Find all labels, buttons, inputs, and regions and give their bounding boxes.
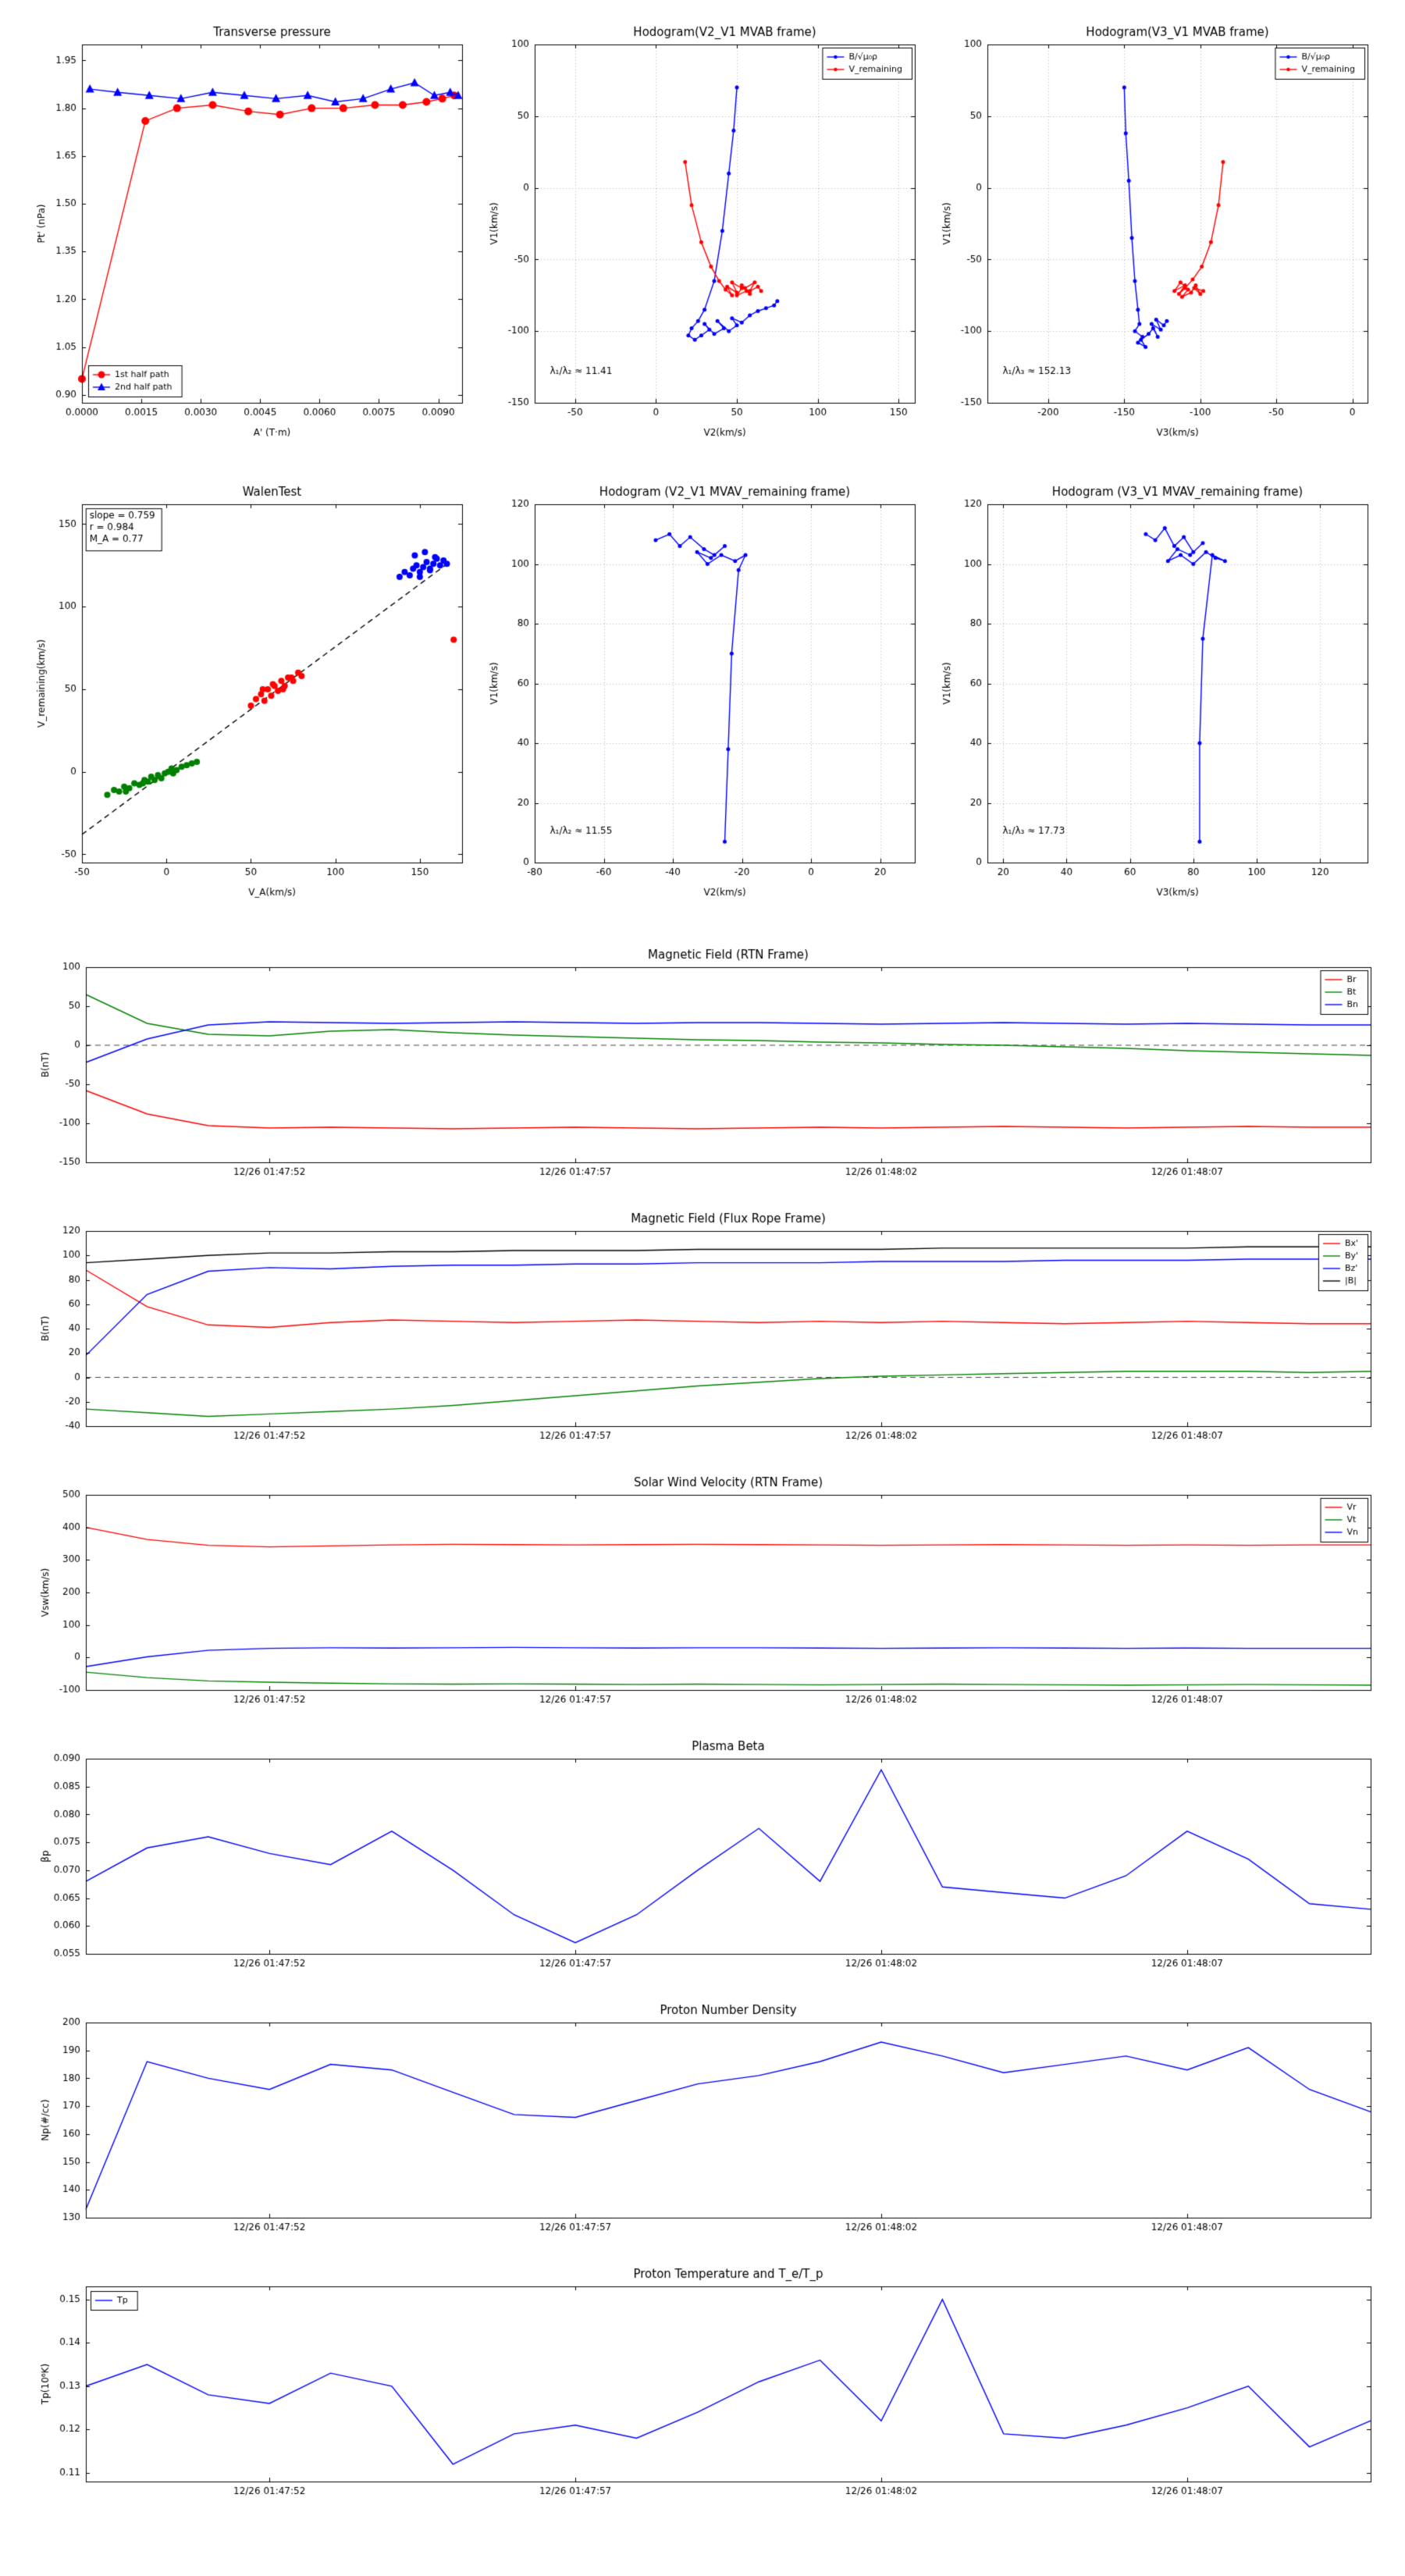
chart-walen-test — [23, 471, 476, 913]
chart-plasma-beta — [23, 1732, 1382, 1990]
chart-magnetic-field-flux-rope — [23, 1204, 1382, 1462]
chart-transverse-pressure — [23, 12, 476, 453]
chart-hodogram-v2v1-mvav — [476, 471, 929, 913]
row-top-panels — [23, 12, 1382, 453]
chart-magnetic-field-rtn — [23, 941, 1382, 1198]
chart-proton-density — [23, 1996, 1382, 2254]
chart-hodogram-v2v1-mvab — [476, 12, 929, 453]
chart-hodogram-v3v1-mvab — [929, 12, 1382, 453]
chart-solar-wind-velocity — [23, 1468, 1382, 1726]
chart-proton-temperature — [23, 2260, 1382, 2517]
row-second-panels — [23, 471, 1382, 913]
chart-hodogram-v3v1-mvav — [929, 471, 1382, 913]
